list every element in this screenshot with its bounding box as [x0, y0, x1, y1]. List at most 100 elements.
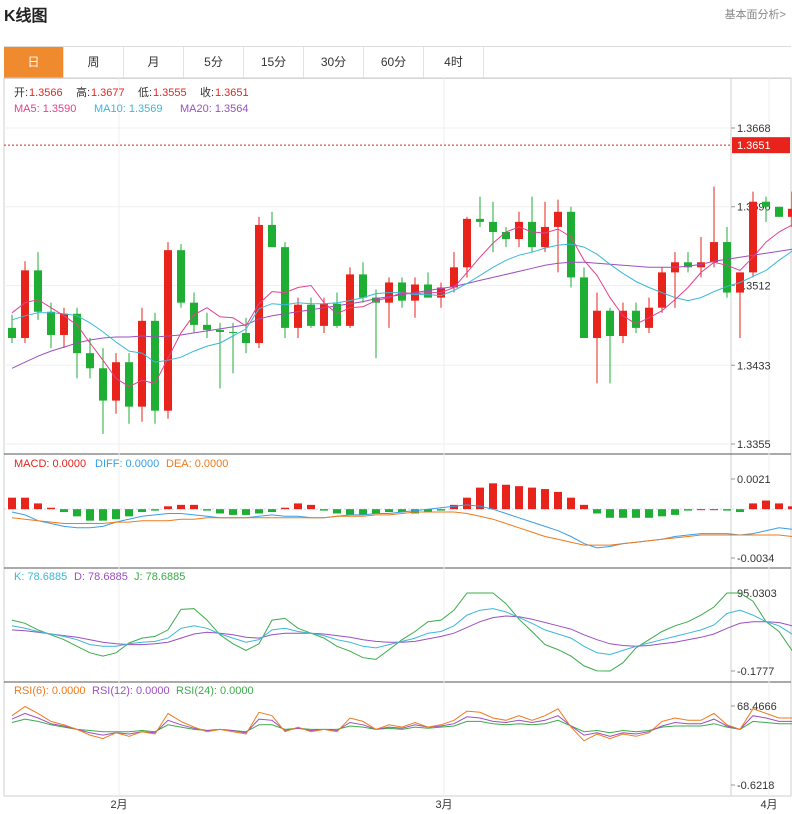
candle-body: [268, 224, 276, 248]
macd-bar: [60, 509, 68, 513]
macd-bar: [554, 491, 562, 510]
macd-bar: [697, 509, 705, 511]
rsi24-label: RSI(24): 0.0000: [176, 685, 254, 697]
candle-body: [424, 284, 432, 298]
fundamental-analysis-link[interactable]: 基本面分析>: [724, 9, 786, 21]
candle-body: [47, 311, 55, 335]
macd-bar: [398, 509, 406, 513]
candle-body: [34, 270, 42, 312]
low-label: 低:: [138, 86, 152, 99]
rsi24-line: [11, 718, 792, 734]
candle-body: [515, 221, 523, 240]
diff-line: [11, 504, 792, 549]
macd-bar: [151, 509, 159, 511]
macd-bar: [437, 509, 445, 511]
candle-body: [606, 310, 614, 336]
candle-body: [684, 262, 692, 268]
rsi12-line: [11, 712, 792, 737]
macd-bar: [34, 503, 42, 510]
rsi-y-tick-label: 68.4666: [737, 701, 777, 713]
x-tick-label: 2月: [110, 799, 127, 811]
macd-bar: [528, 487, 536, 510]
macd-bar: [307, 504, 315, 510]
macd-bar: [606, 509, 614, 518]
high-value: 1.3677: [91, 87, 125, 99]
macd-bar: [216, 509, 224, 514]
diff-label: DIFF: 0.0000: [95, 458, 159, 470]
close-label: 收:: [200, 85, 214, 99]
d-line: [11, 615, 792, 647]
k-label: K: 78.6885: [14, 571, 67, 583]
macd-bar: [762, 500, 770, 510]
macd-bar: [411, 509, 419, 514]
candle-body: [554, 211, 562, 227]
macd-bar: [645, 509, 653, 518]
macd-bar: [424, 509, 432, 513]
macd-y-tick-label: 0.0021: [737, 474, 771, 486]
tab-60min[interactable]: 60分: [364, 47, 424, 78]
candle-body: [216, 329, 224, 332]
grid-lines: [4, 78, 791, 796]
tab-day[interactable]: 日: [4, 47, 64, 78]
macd-bar: [502, 484, 510, 510]
candle-body: [528, 221, 536, 248]
macd-bar: [86, 509, 94, 521]
y-tick-label: 1.3512: [737, 280, 771, 292]
j-label: J: 78.6885: [134, 571, 185, 583]
macd-bar: [632, 509, 640, 518]
macd-bar: [671, 509, 679, 515]
macd-bar: [47, 507, 55, 510]
ma5-label: MA5: 1.3590: [14, 103, 76, 115]
macd-bar: [164, 506, 172, 510]
candle-body: [463, 218, 471, 268]
ma10-label: MA10: 1.3569: [94, 103, 163, 115]
candle-body: [333, 303, 341, 326]
tab-week[interactable]: 周: [64, 47, 124, 78]
x-tick-label: 4月: [760, 799, 777, 811]
candle-body: [203, 324, 211, 330]
ma20-label: MA20: 1.3564: [180, 103, 249, 115]
tab-5min[interactable]: 5分: [184, 47, 244, 78]
candle-body: [580, 277, 588, 338]
candle-body: [619, 310, 627, 336]
macd-bar: [242, 509, 250, 515]
candle-body: [60, 313, 68, 335]
last-price-label: 1.3651: [737, 140, 771, 152]
candle-body: [307, 304, 315, 326]
tab-4hour[interactable]: 4时: [424, 47, 484, 78]
candle-body: [255, 224, 263, 344]
k-line: [11, 608, 792, 656]
ma10-line: [11, 243, 792, 363]
candle-body: [489, 221, 497, 232]
macd-bar: [489, 483, 497, 510]
candle-body: [775, 206, 783, 217]
candle-body: [450, 267, 458, 288]
candle-body: [502, 231, 510, 240]
candle-body: [21, 270, 29, 338]
candle-body: [749, 201, 757, 273]
kdj-y-tick-label: -0.1777: [737, 666, 774, 678]
page-title: K线图: [4, 8, 48, 25]
candle-body: [710, 242, 718, 263]
tab-month[interactable]: 月: [124, 47, 184, 78]
tab-15min[interactable]: 15分: [244, 47, 304, 78]
macd-bar: [99, 509, 107, 521]
macd-bar: [515, 486, 523, 510]
ma5-line: [11, 224, 792, 388]
candle-body: [151, 320, 159, 411]
chart-border: [3, 77, 792, 797]
y-tick-label: 1.3355: [737, 439, 771, 451]
candle-body: [190, 302, 198, 325]
tab-30min[interactable]: 30分: [304, 47, 364, 78]
macd-bar: [294, 503, 302, 510]
rsi12-label: RSI(12): 0.0000: [92, 685, 170, 697]
high-label: 高:: [76, 85, 90, 99]
macd-bar: [73, 509, 81, 517]
low-value: 1.3555: [153, 87, 187, 99]
close-value: 1.3651: [215, 87, 249, 99]
candle-body: [164, 250, 172, 411]
candle-body: [788, 208, 792, 217]
macd-bar: [268, 509, 276, 513]
candle-body: [320, 303, 328, 326]
